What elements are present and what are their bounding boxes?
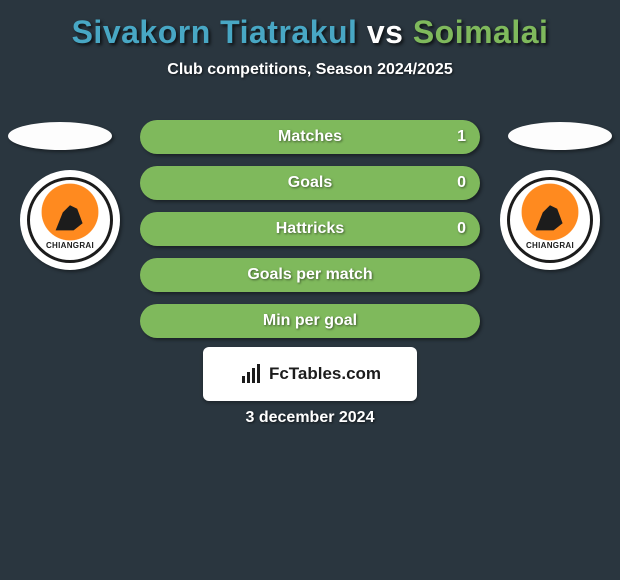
stat-value-right: 1 bbox=[457, 128, 466, 146]
stat-row: Min per goal bbox=[140, 304, 480, 338]
player2-flag bbox=[508, 122, 612, 150]
player1-club-logo: CHIANGRAI bbox=[20, 170, 120, 270]
date-text: 3 december 2024 bbox=[0, 409, 620, 427]
stat-value-right: 0 bbox=[457, 174, 466, 192]
player2-club-logo: CHIANGRAI bbox=[500, 170, 600, 270]
stat-label: Matches bbox=[278, 128, 342, 146]
club-badge-icon: CHIANGRAI bbox=[27, 177, 113, 263]
stat-label: Goals bbox=[288, 174, 332, 192]
vs-text: vs bbox=[357, 14, 412, 50]
player1-name: Sivakorn Tiatrakul bbox=[72, 14, 358, 50]
player2-name: Soimalai bbox=[413, 14, 549, 50]
club-badge-icon: CHIANGRAI bbox=[507, 177, 593, 263]
stat-row: Goals per match bbox=[140, 258, 480, 292]
page-title: Sivakorn Tiatrakul vs Soimalai bbox=[0, 0, 620, 51]
brand-badge: FcTables.com bbox=[203, 347, 417, 401]
stat-row: Goals 0 bbox=[140, 166, 480, 200]
subtitle: Club competitions, Season 2024/2025 bbox=[0, 51, 620, 79]
stats-panel: Matches 1 Goals 0 Hattricks 0 Goals per match M… bbox=[140, 120, 480, 350]
stat-row: Hattricks 0 bbox=[140, 212, 480, 246]
stat-label: Min per goal bbox=[263, 312, 357, 330]
stat-value-right: 0 bbox=[457, 220, 466, 238]
stat-row: Matches 1 bbox=[140, 120, 480, 154]
player1-flag bbox=[8, 122, 112, 150]
stat-label: Hattricks bbox=[276, 220, 344, 238]
chart-bars-icon bbox=[239, 362, 263, 386]
stat-label: Goals per match bbox=[247, 266, 372, 284]
brand-text: FcTables.com bbox=[269, 364, 381, 384]
comparison-card: Sivakorn Tiatrakul vs Soimalai Club comp… bbox=[0, 0, 620, 580]
